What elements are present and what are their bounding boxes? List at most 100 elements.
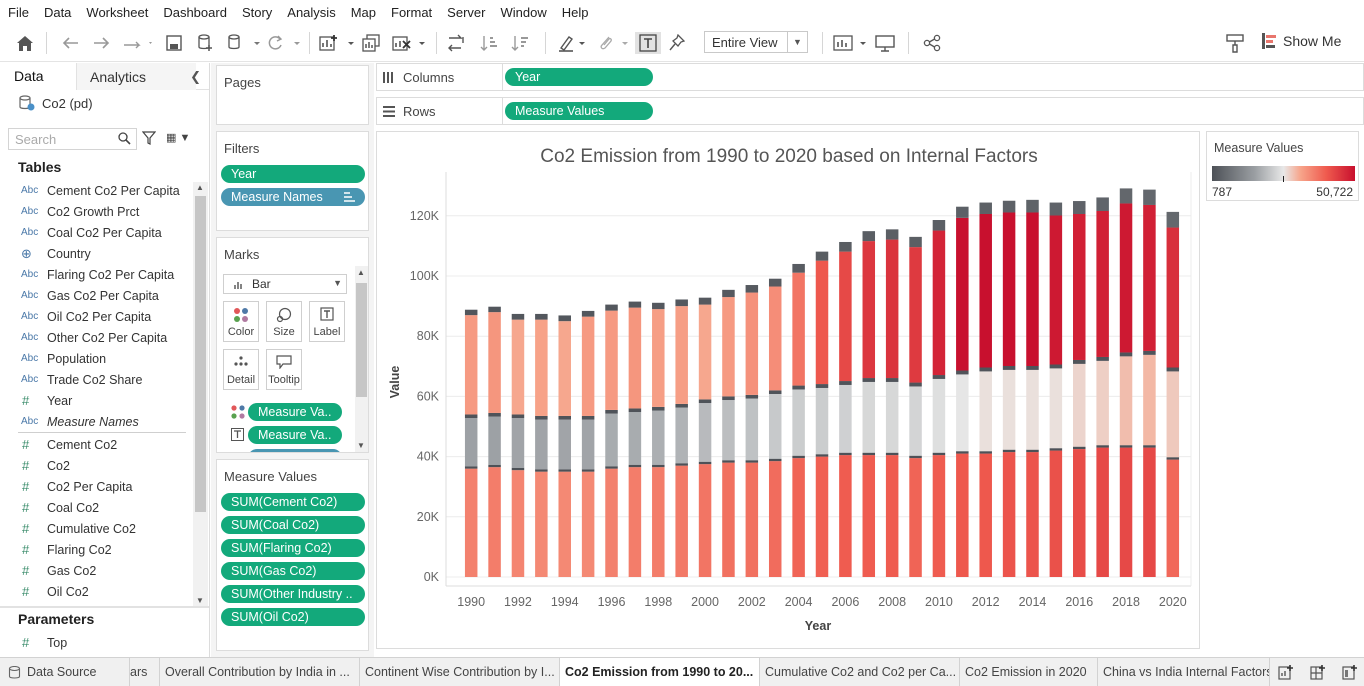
bar-segment-2002-s2[interactable] <box>745 398 759 461</box>
bar-segment-2018-s3[interactable] <box>1119 352 1133 357</box>
bar-segment-1995-s5[interactable] <box>581 310 595 317</box>
bar-segment-2012-s0[interactable] <box>979 453 992 577</box>
bar-segment-1990-s1[interactable] <box>464 466 478 469</box>
field-item[interactable]: Abc Cement Co2 Per Capita <box>0 180 190 201</box>
bar-segment-2010-s3[interactable] <box>932 375 946 379</box>
bar-segment-2003-s1[interactable] <box>768 458 782 462</box>
bar-segment-1999-s3[interactable] <box>675 403 688 408</box>
bar-segment-2003-s5[interactable] <box>768 278 782 287</box>
bar-segment-2019-s4[interactable] <box>1143 204 1156 351</box>
new-story-tab-icon[interactable] <box>1340 663 1360 681</box>
bar-segment-2020-s3[interactable] <box>1166 367 1180 372</box>
bar-segment-2003-s2[interactable] <box>768 393 782 459</box>
bar-segment-2012-s4[interactable] <box>979 213 992 368</box>
show-mark-labels-icon[interactable] <box>635 32 661 54</box>
bar-segment-2015-s5[interactable] <box>1049 202 1063 216</box>
bar-segment-2004-s0[interactable] <box>792 458 805 577</box>
bar-segment-2009-s5[interactable] <box>909 236 922 248</box>
pages-card[interactable]: Pages <box>216 65 369 125</box>
share-icon[interactable] <box>921 32 943 54</box>
measure-value-pill[interactable]: SUM(Oil Co2) <box>221 608 365 626</box>
measure-value-pill[interactable]: SUM(Gas Co2) <box>221 562 365 580</box>
bar-segment-2010-s4[interactable] <box>932 230 946 376</box>
filter-pill-year[interactable]: Year <box>221 165 365 183</box>
bar-segment-1997-s5[interactable] <box>628 301 642 308</box>
chart-view[interactable]: Co2 Emission from 1990 to 2020 based on … <box>376 131 1200 649</box>
bar-segment-2007-s5[interactable] <box>862 231 876 242</box>
field-item[interactable]: # Cumulative Co2 <box>0 518 190 539</box>
bar-segment-2015-s1[interactable] <box>1049 448 1063 451</box>
bar-segment-1994-s4[interactable] <box>558 321 571 416</box>
duplicate-sheet-icon[interactable] <box>361 32 381 54</box>
bar-segment-1993-s2[interactable] <box>535 419 548 470</box>
menu-item-help[interactable]: Help <box>561 4 589 20</box>
bar-segment-1991-s3[interactable] <box>488 412 501 417</box>
bar-segment-2012-s3[interactable] <box>979 367 992 372</box>
group-members-icon[interactable] <box>596 32 630 54</box>
bar-segment-2013-s5[interactable] <box>1002 200 1016 213</box>
tab-data-source[interactable]: Data Source <box>0 658 130 686</box>
bar-segment-2004-s3[interactable] <box>792 385 805 390</box>
columns-pill-year[interactable]: Year <box>505 68 653 86</box>
bar-segment-2019-s0[interactable] <box>1143 447 1156 577</box>
measure-values-card[interactable]: Measure Values SUM(Cement Co2) SUM(Coal C… <box>216 459 369 651</box>
sort-ascending-icon[interactable] <box>479 32 501 54</box>
field-item[interactable]: # Oil Co2 <box>0 581 190 602</box>
bar-segment-2020-s0[interactable] <box>1166 459 1180 577</box>
field-item[interactable]: # Year <box>0 390 190 411</box>
tab-analytics[interactable]: Analytics <box>76 63 196 90</box>
bar-segment-2020-s1[interactable] <box>1166 457 1180 460</box>
bar-segment-2001-s2[interactable] <box>722 400 735 461</box>
marks-color-pill[interactable]: Measure Va.. <box>248 403 342 421</box>
bar-segment-1998-s3[interactable] <box>652 406 665 411</box>
bar-segment-2012-s5[interactable] <box>979 202 992 214</box>
bar-segment-2009-s3[interactable] <box>909 382 922 387</box>
bar-segment-2020-s5[interactable] <box>1166 211 1180 228</box>
bar-segment-2008-s3[interactable] <box>885 378 899 382</box>
field-item[interactable]: Abc Trade Co2 Share <box>0 369 190 390</box>
bar-segment-2016-s0[interactable] <box>1073 449 1086 577</box>
bar-segment-2001-s3[interactable] <box>722 396 735 401</box>
bar-segment-2004-s4[interactable] <box>792 272 805 386</box>
bar-segment-2011-s3[interactable] <box>956 370 969 375</box>
field-item[interactable]: ⊕ Country <box>0 243 190 264</box>
bar-segment-2015-s4[interactable] <box>1049 215 1063 365</box>
bar-segment-2006-s1[interactable] <box>839 452 852 456</box>
bar-segment-2000-s0[interactable] <box>698 464 712 577</box>
new-worksheet-icon[interactable] <box>318 32 356 54</box>
tab-china-vs-india[interactable]: China vs India Internal Factors <box>1098 658 1270 686</box>
bar-segment-1997-s1[interactable] <box>628 464 642 468</box>
bar-segment-1997-s4[interactable] <box>628 307 642 409</box>
bar-segment-1994-s0[interactable] <box>558 471 571 577</box>
bar-segment-1994-s1[interactable] <box>558 469 571 472</box>
bar-segment-2005-s1[interactable] <box>815 454 829 457</box>
tab-data[interactable]: Data <box>0 63 76 90</box>
bar-segment-1996-s3[interactable] <box>605 409 618 414</box>
detail-button[interactable]: Detail <box>223 349 259 390</box>
fix-axes-icon[interactable] <box>667 32 687 54</box>
menu-item-window[interactable]: Window <box>500 4 547 20</box>
bar-segment-1993-s5[interactable] <box>535 313 548 320</box>
bar-segment-2016-s3[interactable] <box>1073 359 1086 364</box>
bar-segment-2013-s2[interactable] <box>1002 369 1016 450</box>
bar-segment-2010-s0[interactable] <box>932 455 946 577</box>
marks-card[interactable]: Marks Bar ▼ Color Size Label Detail Tool… <box>216 237 369 453</box>
bar-segment-2013-s4[interactable] <box>1002 212 1016 366</box>
bar-segment-1995-s4[interactable] <box>581 316 595 416</box>
new-worksheet-tab-icon[interactable] <box>1276 663 1296 681</box>
bar-segment-1997-s2[interactable] <box>628 412 642 465</box>
bar-segment-2018-s0[interactable] <box>1119 447 1133 577</box>
bar-segment-1994-s3[interactable] <box>558 415 571 420</box>
bar-segment-2010-s5[interactable] <box>932 220 946 231</box>
bar-segment-2017-s1[interactable] <box>1096 445 1109 448</box>
menu-item-map[interactable]: Map <box>350 4 376 20</box>
bar-segment-1993-s1[interactable] <box>535 469 548 472</box>
field-item[interactable]: Abc Co2 Growth Prct <box>0 201 190 222</box>
bar-segment-2011-s4[interactable] <box>956 217 969 371</box>
new-dashboard-tab-icon[interactable] <box>1308 663 1328 681</box>
bar-segment-1995-s3[interactable] <box>581 415 595 420</box>
menu-item-worksheet[interactable]: Worksheet <box>86 4 149 20</box>
bar-segment-2014-s0[interactable] <box>1026 452 1039 577</box>
bar-segment-2005-s5[interactable] <box>815 251 829 261</box>
bar-segment-2009-s1[interactable] <box>909 455 922 459</box>
